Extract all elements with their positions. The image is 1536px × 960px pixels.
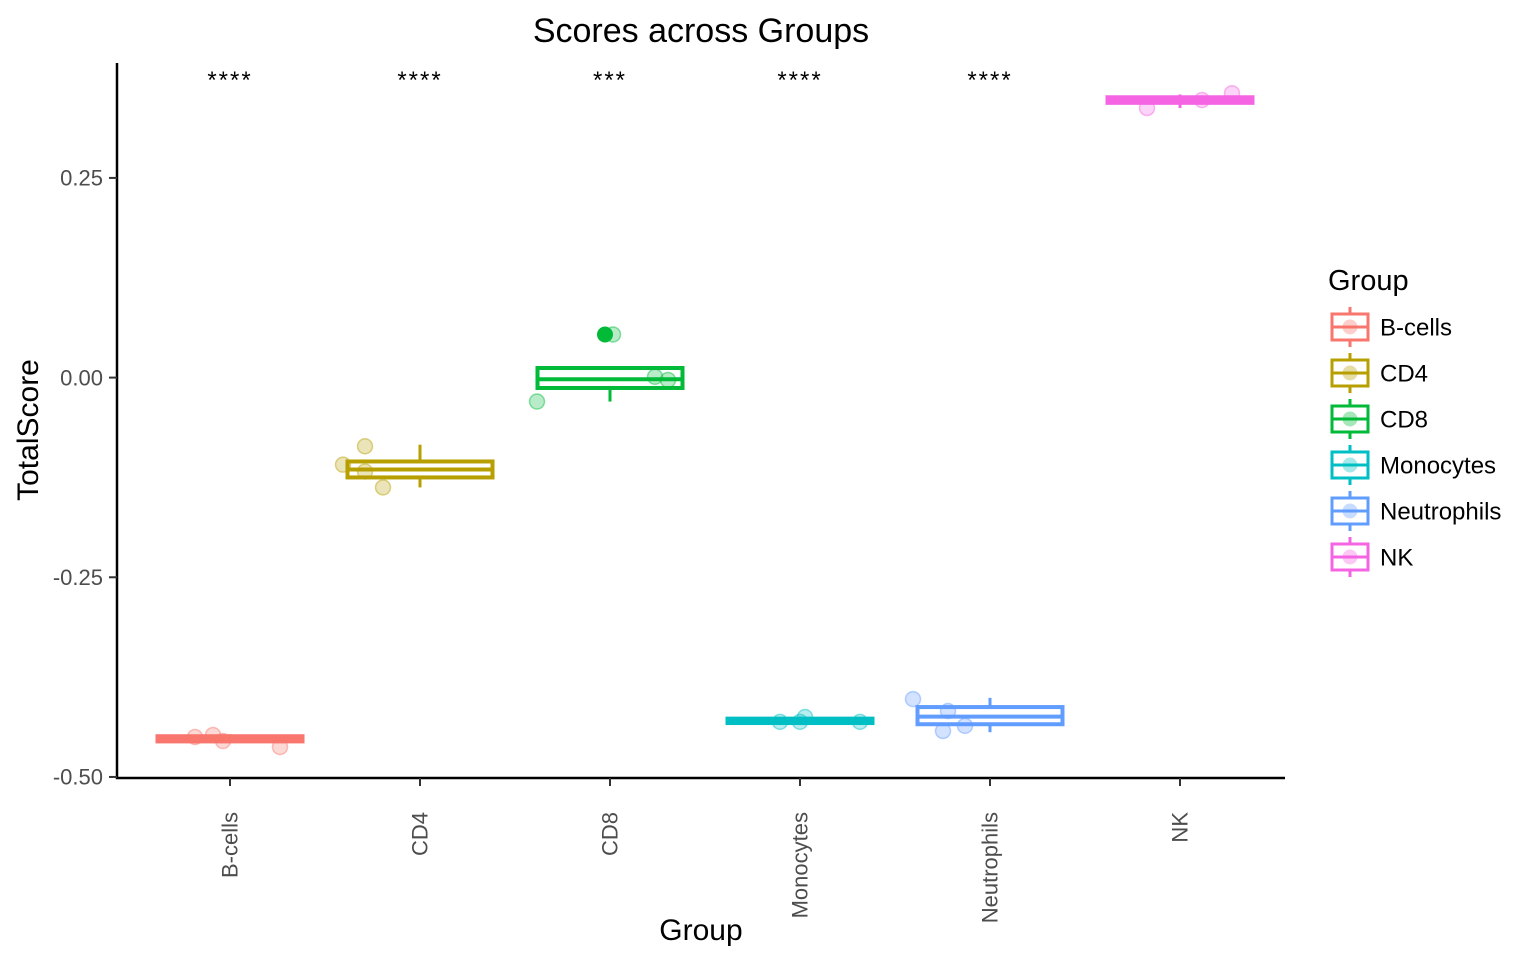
y-tick-label: 0.00	[60, 365, 103, 390]
legend-entry-CD8: CD8	[1330, 399, 1428, 439]
jitter-point	[271, 738, 289, 756]
y-tick-label: -0.50	[53, 765, 103, 790]
jitter-point	[939, 702, 957, 720]
boxplot-group-NK	[1105, 85, 1255, 117]
legend-entry-CD4: CD4	[1330, 353, 1428, 393]
jitter-point	[771, 713, 789, 731]
boxplot-group-Monocytes: ****	[725, 67, 875, 731]
legend-key-point	[1342, 503, 1358, 519]
jitter-point	[374, 479, 392, 496]
chart-title: Scores across Groups	[533, 12, 869, 50]
jitter-point	[851, 713, 869, 731]
jitter-point	[646, 368, 664, 386]
jitter-point	[334, 456, 352, 473]
y-tick-label: 0.25	[60, 166, 103, 191]
legend-key-point	[1342, 549, 1358, 565]
boxplot-group-CD4: ****	[334, 67, 495, 496]
boxplot-group-Neutrophils: ****	[904, 67, 1065, 740]
significance-label: ****	[967, 67, 1012, 94]
jitter-point	[204, 726, 222, 744]
legend-entry-B-cells: B-cells	[1330, 307, 1452, 347]
x-tick-label: CD8	[598, 812, 623, 856]
legend-key-point	[1342, 411, 1358, 427]
jitter-point	[528, 393, 546, 410]
jitter-point	[356, 463, 374, 480]
legend: Group B-cells CD4 CD8 Monocytes Neutrophils NK	[1328, 265, 1501, 577]
y-tick-label: -0.25	[53, 565, 103, 590]
significance-label: ***	[593, 67, 627, 94]
jitter-point	[934, 722, 952, 740]
jitter-point	[791, 713, 809, 731]
boxplot-group-CD8: ***	[528, 67, 685, 410]
legend-label: CD8	[1380, 406, 1428, 433]
legend-entry-NK: NK	[1330, 537, 1413, 577]
legend-title: Group	[1328, 265, 1409, 297]
boxplot-group-B-cells: ****	[155, 67, 305, 756]
jitter-point	[956, 717, 974, 735]
jitter-point	[796, 708, 814, 726]
jitter-point	[1138, 99, 1156, 117]
legend-label: Neutrophils	[1380, 498, 1501, 525]
jitter-point	[356, 438, 374, 455]
x-tick-label: B-cells	[218, 812, 243, 878]
jitter-point	[1193, 91, 1211, 109]
x-tick-label: CD4	[408, 812, 433, 856]
legend-label: CD4	[1380, 360, 1428, 387]
significance-label: ****	[777, 67, 822, 94]
outlier-point	[597, 326, 613, 343]
jitter-point	[904, 690, 922, 708]
legend-label: B-cells	[1380, 314, 1452, 341]
jitter-point	[214, 732, 232, 750]
legend-label: Monocytes	[1380, 452, 1496, 479]
legend-label: NK	[1380, 544, 1413, 571]
legend-key-point	[1342, 365, 1358, 381]
x-tick-label: NK	[1168, 812, 1193, 843]
jitter-point	[186, 728, 204, 746]
significance-label: ****	[207, 67, 252, 94]
y-axis-title: TotalScore	[12, 359, 45, 501]
legend-entry-Monocytes: Monocytes	[1330, 445, 1496, 485]
jitter-point	[1223, 85, 1241, 102]
legend-key-point	[1342, 457, 1358, 473]
legend-key-point	[1342, 319, 1358, 335]
x-axis-title: Group	[659, 914, 742, 947]
jitter-point	[659, 371, 677, 389]
legend-entry-Neutrophils: Neutrophils	[1330, 491, 1501, 531]
x-tick-label: Monocytes	[788, 812, 813, 918]
significance-label: ****	[397, 67, 442, 94]
x-tick-label: Neutrophils	[978, 812, 1003, 923]
